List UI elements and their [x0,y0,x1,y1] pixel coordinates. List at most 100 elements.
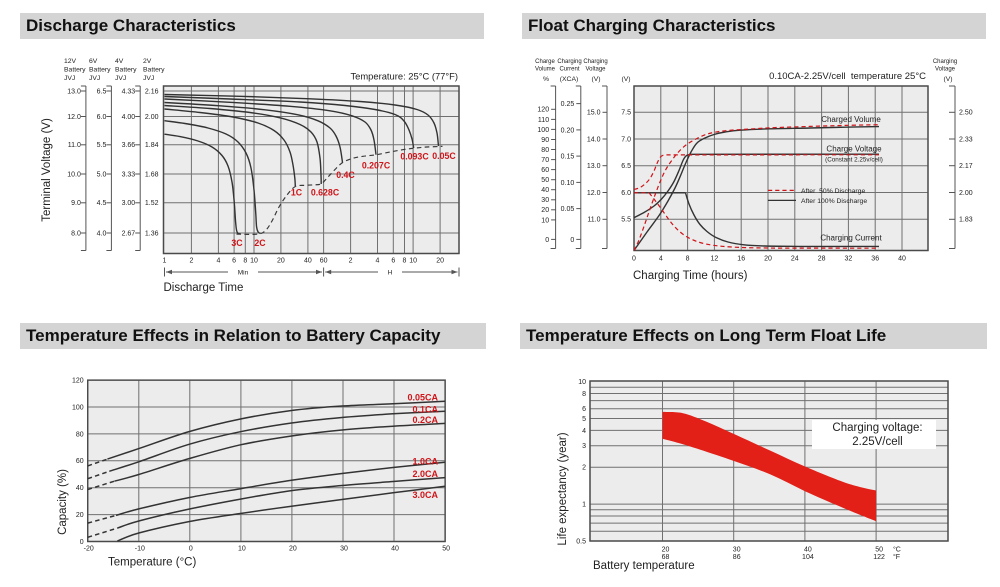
svg-text:2.00: 2.00 [959,190,973,197]
svg-text:(V): (V) [591,76,600,83]
svg-text:4.0: 4.0 [97,230,107,237]
svg-text:3.0CA: 3.0CA [412,490,438,500]
svg-text:30: 30 [340,546,348,553]
svg-text:1.0CA: 1.0CA [412,457,438,467]
svg-text:2.50: 2.50 [959,110,973,117]
svg-text:4: 4 [582,428,586,435]
svg-text:10: 10 [541,217,549,224]
svg-text:Volume: Volume [535,67,556,73]
svg-text:(V): (V) [943,76,952,83]
svg-text:10: 10 [238,546,246,553]
svg-text:68: 68 [662,554,670,561]
svg-text:0.1CA: 0.1CA [412,405,438,415]
svg-text:0.05C: 0.05C [432,151,456,161]
svg-text:JVJ: JVJ [89,75,100,82]
svg-text:12: 12 [711,256,719,263]
svg-text:2.17: 2.17 [959,163,973,170]
svg-text:8: 8 [403,258,407,265]
svg-text:Charge Voltage: Charge Voltage [826,144,882,153]
svg-text:1.52: 1.52 [145,200,159,207]
svg-text:10: 10 [409,258,417,265]
svg-text:1: 1 [163,258,167,265]
svg-text:90: 90 [541,137,549,144]
svg-text:120: 120 [537,107,549,114]
svg-text:2: 2 [582,465,586,472]
svg-text:1.84: 1.84 [145,142,159,149]
svg-text:40: 40 [76,485,84,492]
svg-text:6.0: 6.0 [97,114,107,121]
svg-text:After 50% Discharge: After 50% Discharge [801,188,865,195]
svg-text:0.5: 0.5 [576,538,586,545]
svg-text:-20: -20 [84,546,94,553]
svg-text:0: 0 [632,256,636,263]
svg-text:12V: 12V [64,58,77,65]
svg-text:1C: 1C [291,188,303,198]
svg-text:50: 50 [541,177,549,184]
svg-text:Discharge Time: Discharge Time [164,282,244,294]
svg-text:9.0: 9.0 [71,200,81,207]
svg-text:60: 60 [541,167,549,174]
svg-text:8: 8 [243,258,247,265]
svg-text:20: 20 [764,256,772,263]
svg-text:40: 40 [304,258,312,265]
svg-text:0.628C: 0.628C [311,188,340,198]
svg-text:6: 6 [582,406,586,413]
svg-text:(V): (V) [621,76,630,83]
svg-text:70: 70 [541,157,549,164]
svg-text:2.16: 2.16 [145,88,159,95]
svg-text:0.20: 0.20 [561,127,575,134]
svg-text:20: 20 [76,512,84,519]
svg-text:6: 6 [391,258,395,265]
svg-text:5.0: 5.0 [97,171,107,178]
svg-text:122: 122 [873,554,885,561]
svg-text:20: 20 [436,258,444,265]
svg-text:1.83: 1.83 [959,217,973,224]
svg-text:0.207C: 0.207C [362,161,391,171]
svg-text:4.00: 4.00 [122,114,136,121]
svg-text:110: 110 [538,117,549,124]
svg-text:%: % [543,76,549,83]
svg-text:16: 16 [737,256,745,263]
svg-text:11.0: 11.0 [587,217,600,224]
svg-text:2: 2 [189,258,193,265]
svg-text:120: 120 [72,378,84,385]
svg-text:4: 4 [659,256,663,263]
svg-text:20: 20 [277,258,285,265]
svg-text:(XCA): (XCA) [560,76,579,83]
svg-text:JVJ: JVJ [115,75,126,82]
svg-text:80: 80 [541,147,549,154]
svg-text:Charging Current: Charging Current [820,233,882,242]
svg-text:6: 6 [232,258,236,265]
svg-text:40: 40 [541,187,549,194]
svg-text:6.0: 6.0 [621,190,631,197]
svg-text:1.36: 1.36 [145,230,159,237]
svg-text:0.10: 0.10 [561,180,575,187]
svg-text:3: 3 [582,443,586,450]
svg-text:Life expectancy (year): Life expectancy (year) [557,432,569,545]
svg-text:Battery temperature: Battery temperature [593,560,695,572]
svg-text:°F: °F [893,553,900,561]
svg-text:6.5: 6.5 [621,163,631,170]
svg-text:0: 0 [545,237,549,244]
svg-text:32: 32 [845,256,853,263]
svg-text:1: 1 [582,502,586,509]
svg-text:0: 0 [570,237,574,244]
svg-text:14.0: 14.0 [587,136,601,143]
svg-text:JVJ: JVJ [64,75,75,82]
svg-text:15.0: 15.0 [587,110,601,117]
svg-text:6.5: 6.5 [97,88,107,95]
svg-text:5.5: 5.5 [621,217,631,224]
svg-text:7.0: 7.0 [621,136,631,143]
svg-text:0: 0 [189,546,193,553]
svg-text:1.68: 1.68 [145,171,159,178]
svg-text:50: 50 [875,547,883,554]
svg-text:60: 60 [320,258,328,265]
svg-text:Temperature (°C): Temperature (°C) [108,557,196,569]
svg-text:10.0: 10.0 [67,171,81,178]
svg-text:2V: 2V [143,58,152,65]
svg-text:4.33: 4.33 [122,88,136,95]
svg-text:20: 20 [541,207,549,214]
svg-text:13.0: 13.0 [587,163,601,170]
svg-text:H: H [388,269,393,276]
svg-text:12.0: 12.0 [587,190,601,197]
